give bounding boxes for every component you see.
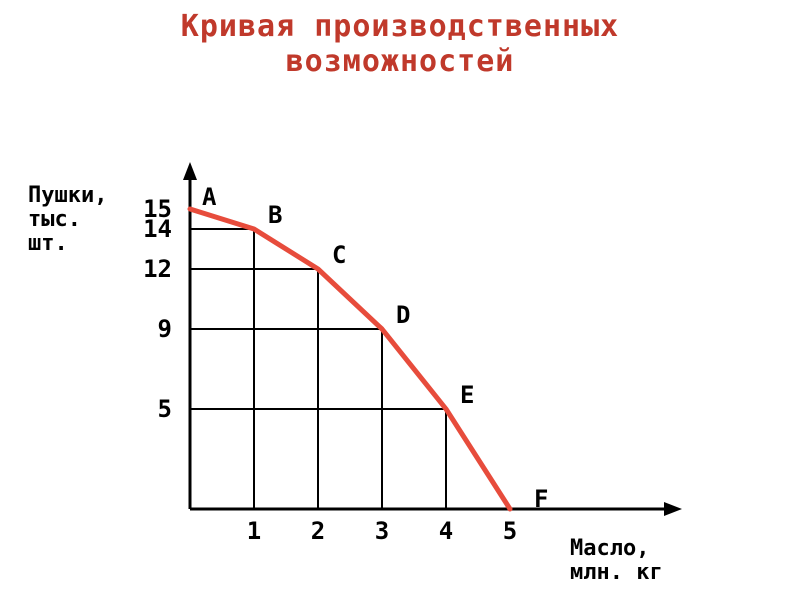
x-axis-title-line: Масло, [570, 536, 649, 561]
point-label: F [534, 485, 548, 513]
ppf-chart: 5912141512345ABCDEFПушки,тыс.шт.Масло,мл… [0, 79, 800, 579]
x-tick-label: 1 [247, 517, 261, 545]
chart-title: Кривая производственных возможностей [0, 0, 800, 79]
chart-title-line1: Кривая производственных [0, 10, 800, 45]
chart-bg [0, 79, 800, 579]
point-label: B [268, 201, 282, 229]
x-tick-label: 3 [375, 517, 389, 545]
y-tick-label: 12 [143, 255, 172, 283]
y-tick-label: 5 [158, 395, 172, 423]
x-tick-label: 4 [439, 517, 453, 545]
x-tick-label: 5 [503, 517, 517, 545]
point-label: A [202, 183, 217, 211]
x-axis-title-line: млн. кг [570, 560, 663, 579]
y-tick-label: 15 [143, 195, 172, 223]
x-tick-label: 2 [311, 517, 325, 545]
point-label: D [396, 301, 410, 329]
point-label: C [332, 241, 346, 269]
y-axis-title-line: тыс. [28, 207, 81, 232]
y-tick-label: 9 [158, 315, 172, 343]
point-label: E [460, 381, 474, 409]
y-axis-title-line: Пушки, [28, 183, 107, 208]
chart-title-line2: возможностей [0, 45, 800, 80]
y-axis-title-line: шт. [28, 231, 68, 256]
x-axis-title: Масло,млн. кг [570, 536, 663, 579]
